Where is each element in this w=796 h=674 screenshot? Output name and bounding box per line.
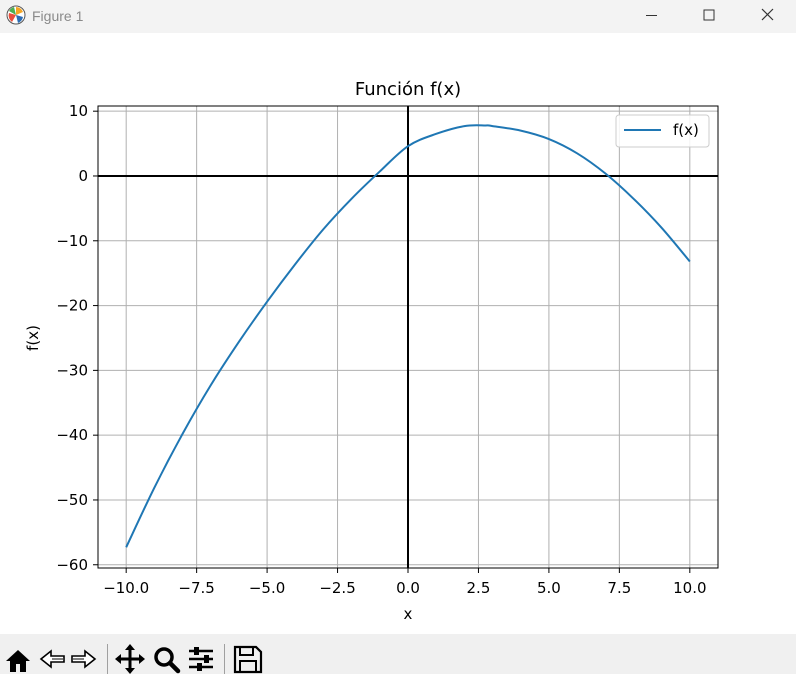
minimize-icon [646, 15, 657, 16]
y-tick-label: 10 [69, 102, 88, 120]
toolbar-separator [107, 644, 108, 674]
window-titlebar: Figure 1 [0, 0, 796, 33]
home-icon [6, 650, 30, 672]
configure-subplots-icon [189, 647, 213, 671]
maximize-button[interactable] [680, 0, 738, 33]
home-button[interactable] [2, 634, 34, 674]
y-tick-label: −40 [56, 426, 88, 444]
y-tick-label: −30 [56, 361, 88, 379]
x-tick-label: −10.0 [103, 579, 149, 597]
close-button[interactable] [738, 0, 796, 33]
toolbar-separator [224, 644, 225, 674]
line-chart: −10.0 −7.5 −5.0 −2.5 0.0 2.5 5.0 7.5 10.0 10 0 −10 −… [24, 79, 719, 623]
y-tick-label: 0 [78, 167, 88, 185]
x-tick-label: 5.0 [537, 579, 561, 597]
y-axis-label: f(x) [24, 325, 42, 351]
x-tick-label: −5.0 [249, 579, 285, 597]
pan-button[interactable] [114, 634, 146, 674]
chart-title: Función f(x) [355, 79, 461, 100]
legend-label: f(x) [673, 121, 699, 139]
save-icon [233, 645, 263, 674]
x-tick-label: −2.5 [319, 579, 355, 597]
x-tick-label: 7.5 [607, 579, 631, 597]
series-line-f-x [125, 124, 691, 548]
navigation-toolbar [0, 634, 796, 674]
back-icon [39, 649, 65, 669]
y-tick-label: −20 [56, 297, 88, 315]
close-icon [761, 8, 774, 21]
window-title: Figure 1 [32, 8, 84, 24]
pan-icon [115, 644, 145, 674]
y-tick-label: −10 [56, 232, 88, 250]
legend: f(x) [615, 114, 710, 148]
x-axis-label: x [404, 605, 413, 623]
forward-button[interactable] [68, 634, 100, 674]
x-tick-label: −7.5 [178, 579, 214, 597]
x-tick-label: 0.0 [396, 579, 420, 597]
y-tick-label: −50 [56, 491, 88, 509]
matplotlib-icon [6, 5, 26, 25]
maximize-icon [703, 9, 715, 21]
y-tick-label: −60 [56, 556, 88, 574]
forward-icon [71, 649, 97, 669]
figure-canvas[interactable]: −10.0 −7.5 −5.0 −2.5 0.0 2.5 5.0 7.5 10.0 10 0 −10 −… [0, 33, 796, 633]
x-tick-label: 2.5 [467, 579, 491, 597]
configure-subplots-button[interactable] [185, 634, 217, 674]
back-button[interactable] [36, 634, 68, 674]
minimize-button[interactable] [622, 0, 680, 33]
zoom-icon [154, 647, 181, 674]
zoom-button[interactable] [150, 634, 182, 674]
save-button[interactable] [232, 634, 264, 674]
x-tick-label: 10.0 [673, 579, 706, 597]
